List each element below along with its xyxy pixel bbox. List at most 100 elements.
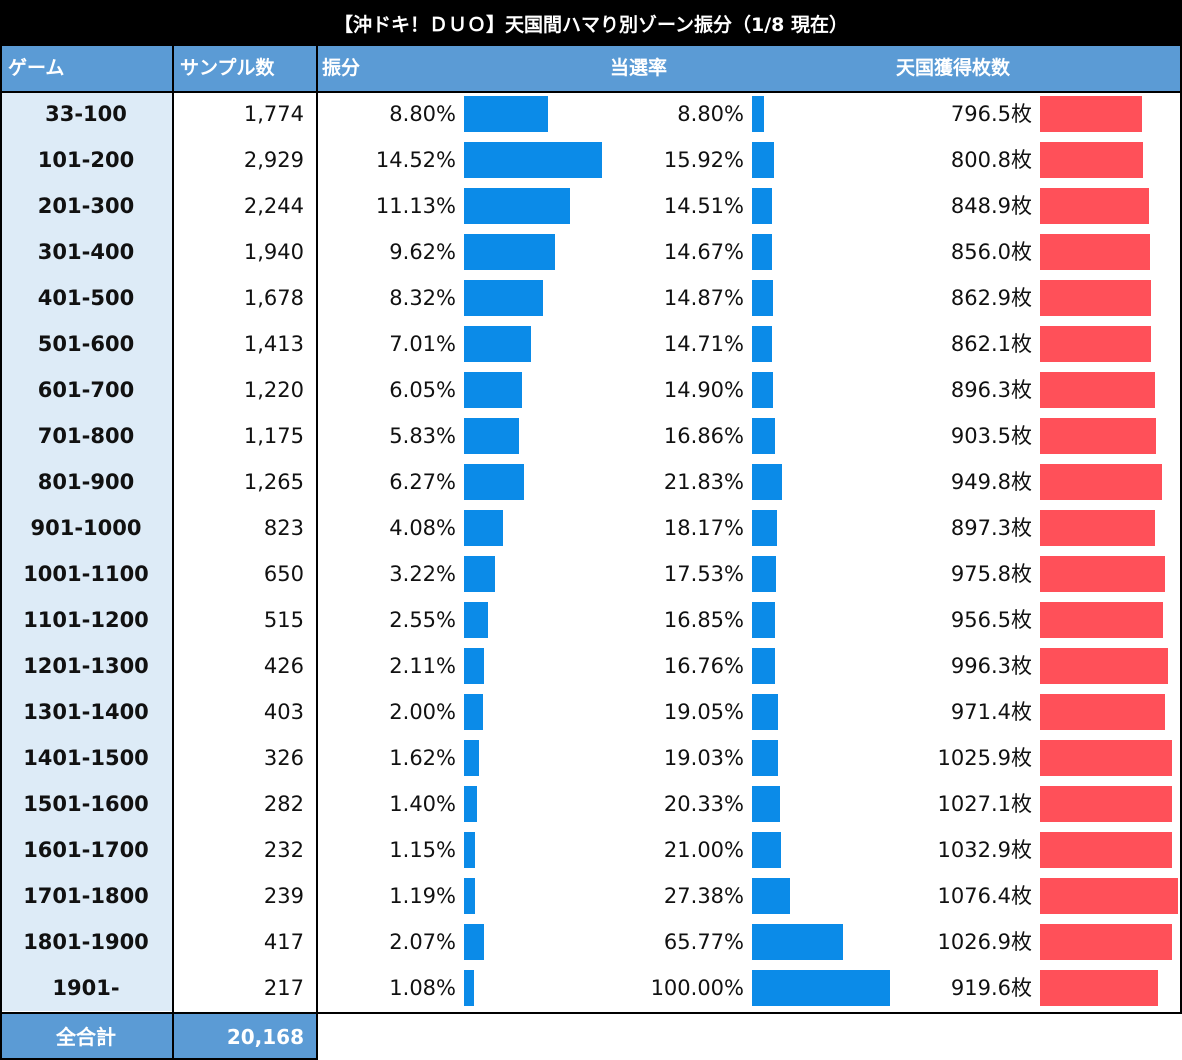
win-rate-percent: 16.85% [663,608,744,632]
zone-label: 101-200 [0,137,172,183]
table-row: 601-700 1,220 6.05% 14.90% 896.3枚 [0,367,1182,413]
zone-label: 901-1000 [0,505,172,551]
win-rate-bar [752,188,772,224]
medals-value: 1032.9枚 [937,838,1032,862]
win-rate-percent: 19.05% [663,700,744,724]
win-rate-bar [752,142,774,178]
win-rate-percent: 16.86% [663,424,744,448]
sample-count: 232 [263,838,304,862]
zone-label: 1501-1600 [0,781,172,827]
zone-label: 401-500 [0,275,172,321]
dist-bar [464,786,477,822]
dist-bar [464,740,479,776]
dist-bar [464,234,555,270]
dist-bar [464,188,570,224]
dist-percent: 6.27% [389,470,456,494]
table-row: 1701-1800 239 1.19% 27.38% 1076.4枚 [0,873,1182,919]
medals-value: 1026.9枚 [937,930,1032,954]
dist-bar [464,142,602,178]
win-rate-bar [752,832,781,868]
table-row: 33-100 1,774 8.80% 8.80% 796.5枚 [0,91,1182,137]
dist-bar [464,602,488,638]
table-row: 1401-1500 326 1.62% 19.03% 1025.9枚 [0,735,1182,781]
table-row: 101-200 2,929 14.52% 15.92% 800.8枚 [0,137,1182,183]
dist-percent: 2.55% [389,608,456,632]
medals-value: 862.1枚 [950,332,1032,356]
zone-label: 1701-1800 [0,873,172,919]
table-row: 1801-1900 417 2.07% 65.77% 1026.9枚 [0,919,1182,965]
table-row: 1601-1700 232 1.15% 21.00% 1032.9枚 [0,827,1182,873]
column-divider [316,46,318,1060]
win-rate-percent: 14.67% [663,240,744,264]
sample-count: 515 [263,608,304,632]
medals-bar [1040,878,1178,914]
medals-value: 862.9枚 [950,286,1032,310]
medals-value: 949.8枚 [950,470,1032,494]
sample-count: 1,413 [243,332,304,356]
column-divider [172,46,174,1060]
win-rate-percent: 14.71% [663,332,744,356]
win-rate-percent: 65.77% [663,930,744,954]
win-rate-percent: 21.83% [663,470,744,494]
win-rate-percent: 21.00% [663,838,744,862]
zone-label: 701-800 [0,413,172,459]
win-rate-percent: 20.33% [663,792,744,816]
table-row: 1101-1200 515 2.55% 16.85% 956.5枚 [0,597,1182,643]
zone-label: 1801-1900 [0,919,172,965]
win-rate-percent: 8.80% [677,102,744,126]
zone-label: 1201-1300 [0,643,172,689]
dist-percent: 1.15% [389,838,456,862]
table-row: 1501-1600 282 1.40% 20.33% 1027.1枚 [0,781,1182,827]
medals-bar [1040,464,1162,500]
dist-bar [464,418,519,454]
dist-bar [464,372,522,408]
table-row: 401-500 1,678 8.32% 14.87% 862.9枚 [0,275,1182,321]
medals-value: 848.9枚 [950,194,1032,218]
sample-count: 2,929 [243,148,304,172]
table-row: 1001-1100 650 3.22% 17.53% 975.8枚 [0,551,1182,597]
zone-label: 301-400 [0,229,172,275]
sample-count: 1,678 [243,286,304,310]
table-border-left [0,46,2,1060]
table-row: 501-600 1,413 7.01% 14.71% 862.1枚 [0,321,1182,367]
medals-bar [1040,280,1151,316]
medals-bar [1040,556,1165,592]
dist-percent: 1.08% [389,976,456,1000]
table-row: 801-900 1,265 6.27% 21.83% 949.8枚 [0,459,1182,505]
medals-value: 919.6枚 [950,976,1032,1000]
table-row: 901-1000 823 4.08% 18.17% 897.3枚 [0,505,1182,551]
sample-count: 417 [263,930,304,954]
win-rate-percent: 14.87% [663,286,744,310]
win-rate-bar [752,878,790,914]
dist-percent: 2.07% [389,930,456,954]
sample-count: 1,220 [243,378,304,402]
dist-percent: 14.52% [375,148,456,172]
medals-bar [1040,648,1168,684]
medals-bar [1040,970,1158,1006]
table-header: ゲーム サンプル数 振分 当選率 天国獲得枚数 [0,46,1182,91]
total-bottom-rule [0,1058,318,1060]
zone-label: 1901- [0,965,172,1011]
win-rate-bar [752,234,772,270]
sample-count: 1,940 [243,240,304,264]
dist-bar [464,464,524,500]
dist-percent: 3.22% [389,562,456,586]
sample-count: 823 [263,516,304,540]
zone-label: 1101-1200 [0,597,172,643]
header-samples: サンプル数 [180,57,275,79]
zone-label: 1301-1400 [0,689,172,735]
header-dist: 振分 [322,57,361,79]
dist-bar [464,326,531,362]
table-border-right [1180,46,1182,1014]
sample-count: 2,244 [243,194,304,218]
win-rate-percent: 19.03% [663,746,744,770]
win-rate-bar [752,418,775,454]
win-rate-percent: 14.90% [663,378,744,402]
dist-bar [464,694,483,730]
dist-percent: 1.40% [389,792,456,816]
dist-percent: 5.83% [389,424,456,448]
win-rate-bar [752,372,773,408]
win-rate-bar [752,280,773,316]
sample-count: 403 [263,700,304,724]
sample-count: 239 [263,884,304,908]
